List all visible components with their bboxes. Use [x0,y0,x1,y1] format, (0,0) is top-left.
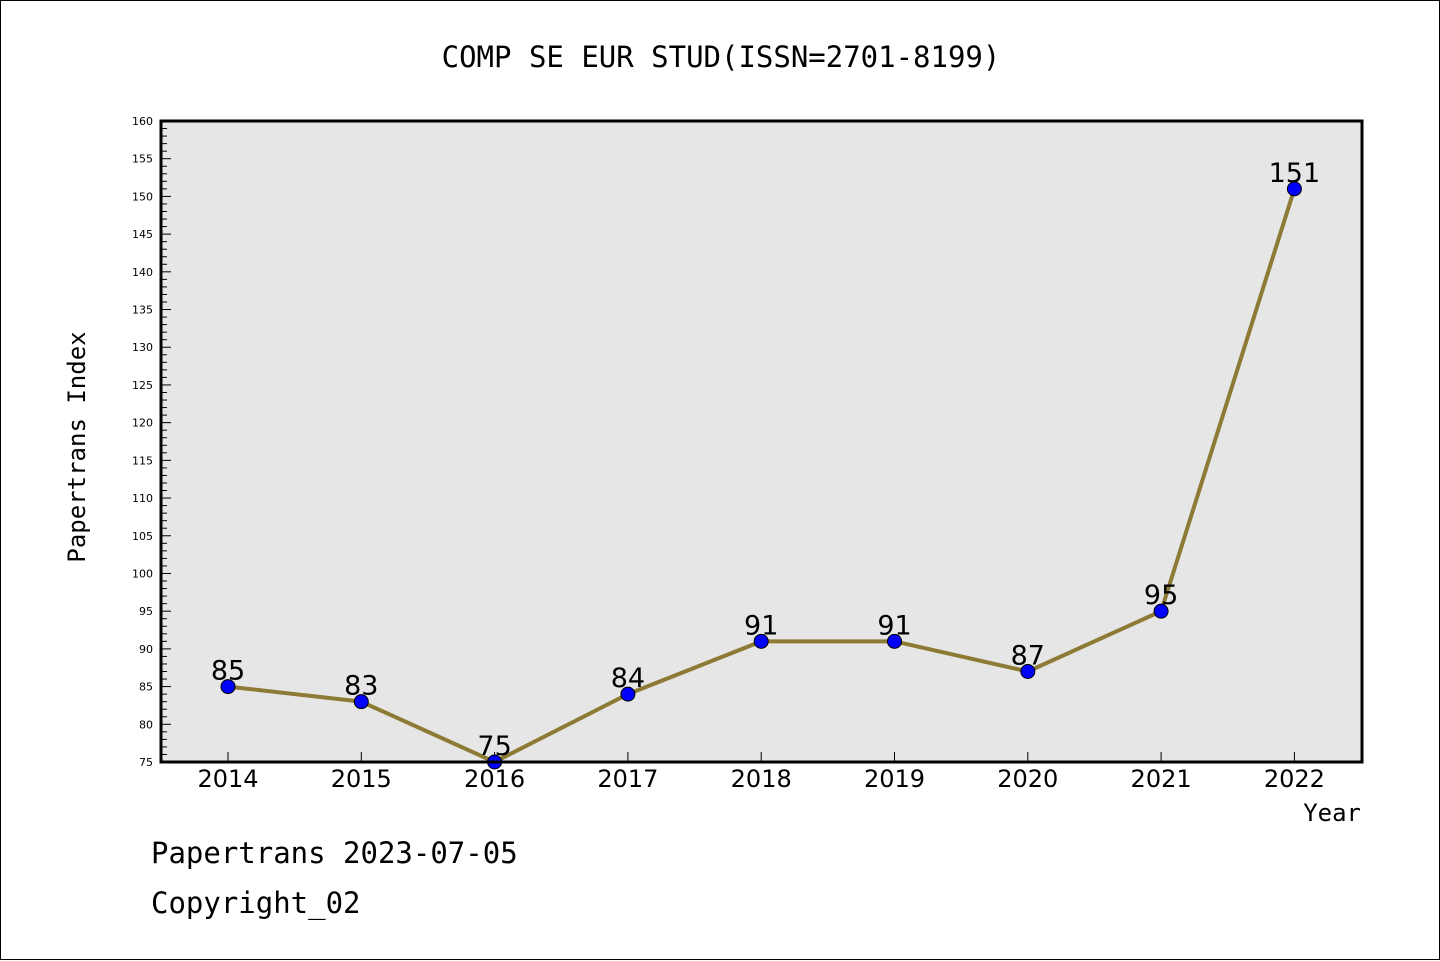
y-tick-label: 90 [139,643,153,656]
data-label: 87 [1011,641,1045,672]
plot-border [159,119,1364,764]
data-point [353,694,369,710]
x-axis-label: Year [1303,799,1361,827]
chart-title: COMP SE EUR STUD(ISSN=2701-8199) [442,40,1001,74]
y-tick-label: 115 [132,454,153,467]
data-point [887,633,902,649]
x-tick-label: 2020 [997,765,1058,793]
y-tick-label: 125 [132,379,153,392]
data-label: 85 [211,656,245,687]
y-tick-label: 75 [139,756,153,769]
data-point [1153,603,1169,619]
y-tick-label: 160 [132,115,153,128]
data-point [1286,181,1302,197]
y-tick-label: 120 [132,417,153,430]
data-point [753,633,769,649]
y-tick-label: 150 [132,190,153,203]
y-axis-label: Papertrans Index [63,331,91,562]
x-tick-label: 2017 [597,765,658,793]
data-label: 83 [344,671,378,702]
data-label: 151 [1269,158,1321,189]
plot-area [161,121,1362,762]
y-tick-label: 130 [132,341,153,354]
x-tick-label: 2016 [464,765,525,793]
series-layer: 85 83 75 84 91 91 87 95 151 [211,158,1321,770]
data-point [220,679,236,695]
data-label: 75 [477,731,511,762]
data-label: 91 [744,610,778,641]
footer-date: Papertrans 2023-07-05 [151,836,518,870]
y-tick-label: 105 [132,530,153,543]
x-tick-label: 2015 [331,765,392,793]
footer-copyright: Copyright_02 [151,886,361,920]
data-label: 95 [1144,580,1178,611]
y-tick-label: 135 [132,304,153,317]
x-axis: 2014 2015 2016 2017 2018 2019 2020 2021 2022 [197,752,1325,793]
x-tick-label: 2014 [197,765,258,793]
y-tick-label: 155 [132,153,153,166]
data-point [1020,664,1036,680]
x-tick-label: 2018 [731,765,792,793]
y-tick-label: 110 [132,492,153,505]
x-tick-label: 2021 [1131,765,1192,793]
x-tick-label: 2019 [864,765,925,793]
y-tick-label: 145 [132,228,153,241]
y-tick-label: 95 [139,605,153,618]
y-tick-label: 85 [139,681,153,694]
y-tick-label: 80 [139,718,153,731]
y-tick-label: 140 [132,266,153,279]
x-tick-label: 2022 [1264,765,1325,793]
y-tick-label: 100 [132,567,153,580]
data-label: 84 [611,663,645,694]
data-point [620,686,636,702]
data-label: 91 [877,610,911,641]
